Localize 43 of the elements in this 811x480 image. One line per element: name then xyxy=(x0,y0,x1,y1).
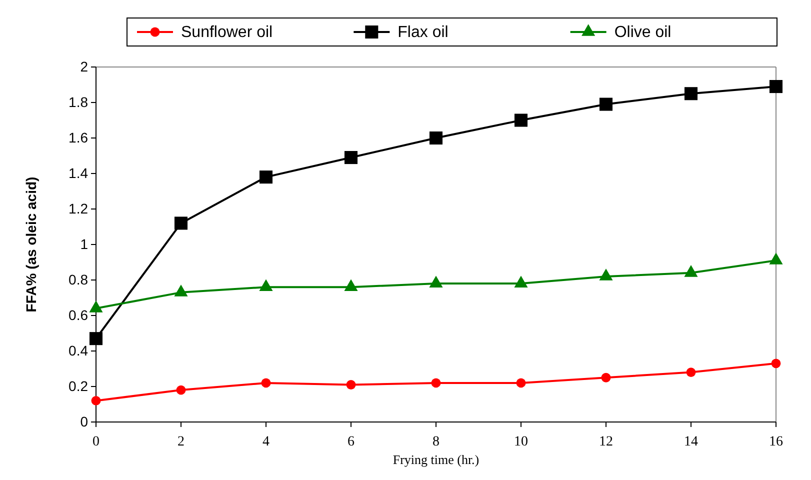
x-tick-label: 4 xyxy=(262,434,270,450)
y-tick-label: 0.2 xyxy=(68,378,88,394)
y-axis-title: FFA% (as oleic acid) xyxy=(23,176,39,312)
point xyxy=(599,98,613,111)
point xyxy=(684,87,698,100)
x-tick-label: 0 xyxy=(92,434,100,450)
x-tick-label: 14 xyxy=(684,434,698,450)
y-tick-label: 1.2 xyxy=(68,200,88,216)
legend-label: Flax oil xyxy=(398,24,448,41)
y-tick-label: 0.6 xyxy=(68,306,88,323)
y-tick-label: 1.4 xyxy=(68,164,88,181)
point xyxy=(429,131,443,145)
x-tick-label: 6 xyxy=(348,434,354,450)
x-tick-label: 2 xyxy=(178,434,184,450)
y-tick-label: 0 xyxy=(80,413,88,430)
point xyxy=(771,358,781,368)
y-tick-label: 0.4 xyxy=(68,342,88,358)
y-tick-label: 0.8 xyxy=(68,271,88,288)
point xyxy=(261,378,271,388)
y-tick-label: 1.6 xyxy=(68,129,88,146)
point xyxy=(601,372,611,382)
legend-label: Sunflower oil xyxy=(181,24,273,41)
x-tick-label: 12 xyxy=(599,434,613,450)
point xyxy=(174,216,188,230)
point xyxy=(91,396,101,406)
x-tick-label: 10 xyxy=(514,434,528,450)
x-tick-label: 16 xyxy=(769,434,783,450)
point xyxy=(259,170,273,184)
point xyxy=(344,151,358,164)
point xyxy=(686,368,696,378)
point xyxy=(516,378,526,388)
point xyxy=(514,114,528,127)
x-tick-label: 8 xyxy=(432,434,440,450)
x-axis-title: Frying time (hr.) xyxy=(392,452,480,467)
y-tick-label: 1.8 xyxy=(68,94,88,110)
point xyxy=(176,385,186,395)
point xyxy=(89,332,103,346)
y-tick-label: 1 xyxy=(80,236,88,252)
point xyxy=(769,80,783,94)
point xyxy=(431,378,441,388)
legend-label: Olive oil xyxy=(614,24,672,41)
point xyxy=(346,380,356,390)
y-tick-label: 2 xyxy=(80,58,88,74)
